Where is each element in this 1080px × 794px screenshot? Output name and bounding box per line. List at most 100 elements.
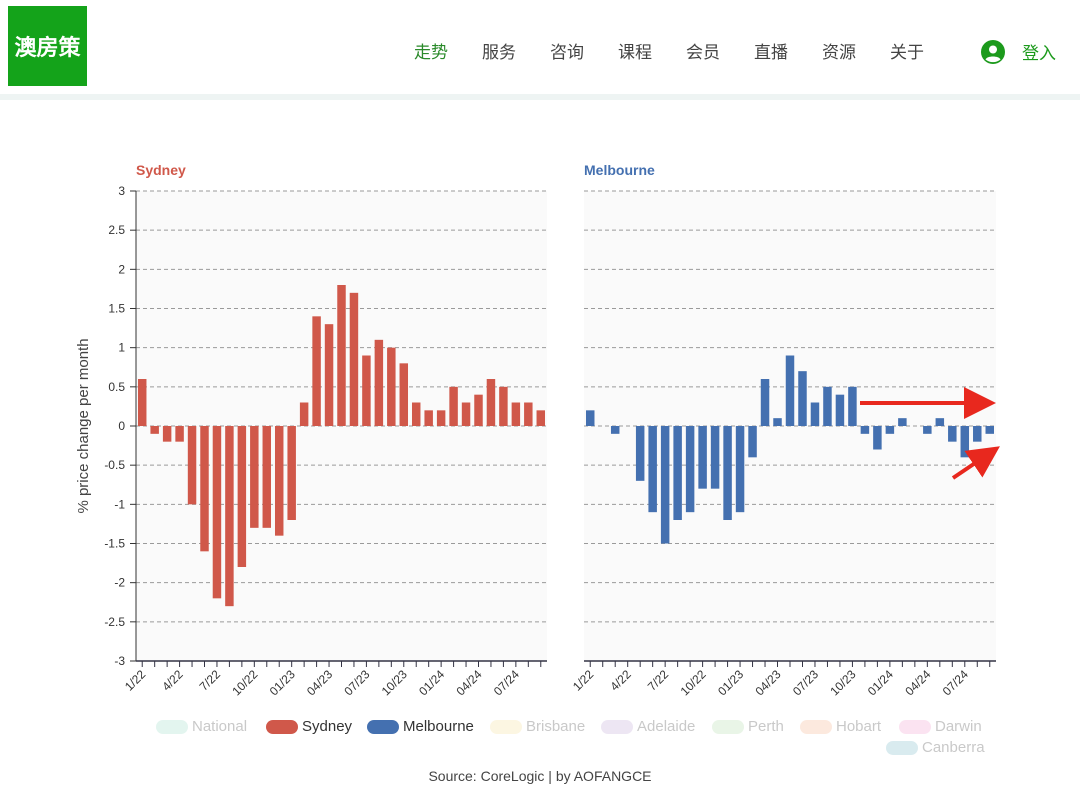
- x-tick-label: 10/22: [229, 667, 260, 698]
- x-tick-label: 07/23: [790, 667, 821, 698]
- chart-source: Source: CoreLogic | by AOFANGCE: [428, 768, 652, 784]
- bar: [710, 426, 720, 489]
- bar: [610, 426, 620, 434]
- bar: [848, 386, 857, 426]
- x-tick-label: 01/23: [267, 667, 298, 698]
- legend-label: Hobart: [836, 718, 882, 735]
- site-logo[interactable]: 澳房策: [8, 6, 87, 86]
- y-tick-label: -3: [114, 654, 125, 668]
- bar: [748, 426, 757, 458]
- bar: [499, 386, 508, 426]
- x-tick-label: 04/24: [453, 667, 484, 698]
- legend-item-darwin[interactable]: Darwin: [899, 718, 982, 735]
- y-tick-label: -2.5: [104, 615, 125, 629]
- bar: [873, 426, 882, 450]
- legend-label: Sydney: [302, 718, 353, 735]
- bar: [660, 426, 670, 544]
- x-tick-label: 01/24: [416, 667, 447, 698]
- bar: [973, 426, 982, 442]
- trend-arrows: [860, 387, 1000, 480]
- login-button[interactable]: 登入: [981, 39, 1056, 64]
- nav-item-live[interactable]: 直播: [754, 43, 788, 63]
- nav-item-resources[interactable]: 资源: [822, 43, 856, 63]
- legend-item-hobart[interactable]: Hobart: [800, 718, 881, 735]
- sydney-panel: 3 2.5 2 1.5 1 0.5 0 -0.5 -1 -1.5 -2 -2.5 -3 Sydney 1/2…: [104, 162, 547, 698]
- legend-swatch: [367, 719, 399, 734]
- bar: [436, 410, 446, 426]
- legend-item-brisbane[interactable]: Brisbane: [490, 718, 585, 735]
- x-tick-label: 10/23: [379, 667, 410, 698]
- x-tick-label: 1/22: [122, 667, 149, 694]
- y-tick-label: -1.5: [104, 537, 125, 551]
- y-tick-label: 2: [118, 262, 125, 276]
- bar: [698, 426, 707, 489]
- bar: [299, 402, 309, 426]
- nav-item-about[interactable]: 关于: [890, 43, 924, 63]
- nav-item-consulting[interactable]: 咨询: [550, 43, 584, 63]
- bar: [387, 347, 396, 426]
- legend-swatch: [266, 719, 298, 734]
- legend-label: Canberra: [922, 739, 985, 756]
- y-axis-label: % price change per month: [75, 338, 92, 513]
- bar: [823, 386, 832, 426]
- site-header: 澳房策 走势 服务 咨询 课程 会员 直播 资源 关于 登入: [0, 0, 1080, 100]
- x-tick-label: 4/22: [607, 667, 634, 694]
- legend-swatch: [712, 719, 744, 734]
- x-tick-label: 7/22: [645, 667, 672, 694]
- legend-item-melbourne[interactable]: Melbourne: [367, 718, 474, 735]
- legend-swatch: [490, 719, 522, 734]
- legend-item-national[interactable]: National: [156, 718, 247, 735]
- bar: [424, 410, 433, 426]
- chart-legend: National Sydney Melbourne Brisbane Adela…: [140, 718, 1000, 762]
- bar: [486, 379, 496, 426]
- bar: [935, 418, 945, 426]
- y-tick-label: 3: [118, 184, 125, 198]
- legend-swatch: [800, 719, 832, 734]
- bar: [411, 402, 421, 426]
- bar: [349, 292, 359, 426]
- bar: [274, 426, 284, 536]
- x-tick-label: 04/23: [753, 667, 784, 698]
- bar: [162, 426, 172, 442]
- bar: [860, 426, 870, 434]
- bar: [785, 355, 795, 426]
- x-tick-label: 07/24: [491, 667, 522, 698]
- bar: [237, 426, 247, 567]
- bar: [374, 339, 384, 426]
- legend-label: Adelaide: [637, 718, 696, 735]
- nav-item-courses[interactable]: 课程: [618, 43, 652, 63]
- x-tick-label: 01/24: [865, 667, 896, 698]
- legend-label: Melbourne: [403, 718, 474, 735]
- bar: [773, 418, 782, 426]
- x-tick-label: 1/22: [570, 667, 597, 694]
- bar: [760, 379, 770, 426]
- panel-title: Sydney: [136, 162, 186, 178]
- legend-label: Perth: [748, 718, 784, 735]
- legend-label: Darwin: [935, 718, 982, 735]
- x-tick-label: 04/23: [304, 667, 335, 698]
- x-tick-label: 10/23: [827, 667, 858, 698]
- bar: [449, 386, 458, 426]
- nav-item-services[interactable]: 服务: [482, 43, 516, 63]
- annotation-arrow: [951, 446, 1000, 480]
- bar: [187, 426, 197, 505]
- bar: [250, 426, 259, 528]
- bar: [474, 394, 483, 426]
- bar: [635, 426, 645, 481]
- legend-item-canberra[interactable]: Canberra: [886, 739, 985, 756]
- bar: [723, 426, 732, 520]
- bar: [524, 402, 533, 426]
- x-tick-label: 4/22: [159, 667, 186, 694]
- bar: [337, 285, 346, 426]
- nav-item-membership[interactable]: 会员: [686, 43, 720, 63]
- bar: [985, 426, 995, 434]
- legend-item-adelaide[interactable]: Adelaide: [601, 718, 695, 735]
- legend-item-perth[interactable]: Perth: [712, 718, 784, 735]
- nav-item-trends[interactable]: 走势: [414, 43, 448, 63]
- bar: [399, 363, 409, 426]
- bar: [212, 426, 222, 599]
- legend-item-sydney[interactable]: Sydney: [266, 718, 352, 735]
- bar: [835, 394, 845, 426]
- legend-swatch: [156, 719, 188, 734]
- y-tick-label: -0.5: [104, 458, 125, 472]
